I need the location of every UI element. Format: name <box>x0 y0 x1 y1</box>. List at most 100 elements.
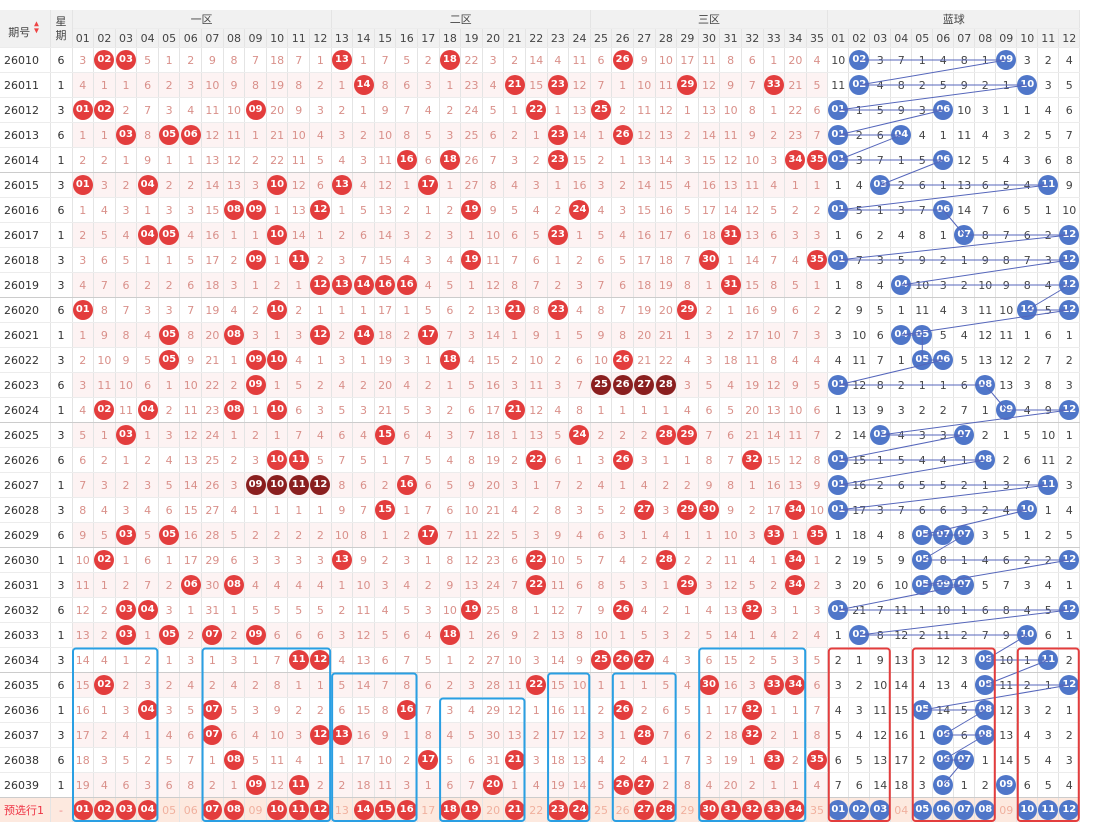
red-miss-cell: 4 <box>287 747 311 773</box>
blue-miss-cell: 3 <box>1037 72 1060 98</box>
preselect-blue-option[interactable]: 04 <box>890 797 913 822</box>
preselect-red-ball[interactable]: 04 <box>136 797 159 822</box>
blue-ball[interactable]: 07 <box>954 800 974 820</box>
preselect-red-ball[interactable]: 23 <box>547 797 570 822</box>
red-miss-cell: 1 <box>179 597 203 623</box>
blue-ball[interactable]: 11 <box>1038 800 1058 820</box>
red-hit-cell: 20 <box>482 772 505 798</box>
red-ball[interactable]: 16 <box>396 800 417 820</box>
preselect-red-ball[interactable]: 11 <box>287 797 311 822</box>
preselect-red-option[interactable]: 22 <box>525 797 548 822</box>
preselect-red-ball[interactable]: 15 <box>374 797 397 822</box>
period-header[interactable]: 期号 ▲▼ <box>0 10 51 48</box>
preselect-red-ball[interactable]: 30 <box>698 797 721 822</box>
preselect-red-ball[interactable]: 10 <box>266 797 289 822</box>
red-ball[interactable]: 11 <box>288 800 309 820</box>
blue-ball[interactable]: 03 <box>870 800 890 820</box>
red-ball[interactable]: 21 <box>504 800 525 820</box>
preselect-blue-ball[interactable]: 05 <box>911 797 934 822</box>
preselect-red-option[interactable]: 13 <box>331 797 354 822</box>
blue-ball[interactable]: 05 <box>912 800 932 820</box>
blue-ball[interactable]: 10 <box>1017 800 1037 820</box>
preselect-red-option[interactable]: 29 <box>676 797 699 822</box>
red-ball[interactable]: 18 <box>439 800 460 820</box>
red-ball: 12 <box>310 650 331 670</box>
sort-arrows-icon[interactable]: ▲▼ <box>33 19 41 34</box>
red-ball[interactable]: 32 <box>742 800 763 820</box>
blue-ball[interactable]: 02 <box>849 800 869 820</box>
red-ball[interactable]: 31 <box>720 800 741 820</box>
preselect-blue-ball[interactable]: 06 <box>932 797 955 822</box>
red-ball[interactable]: 01 <box>72 800 93 820</box>
preselect-blue-ball[interactable]: 07 <box>953 797 976 822</box>
red-ball[interactable]: 12 <box>310 800 331 820</box>
blue-hit-cell: 10 <box>1016 72 1039 98</box>
preselect-blue-ball[interactable]: 12 <box>1058 797 1081 822</box>
preselect-red-option[interactable]: 26 <box>611 797 634 822</box>
preselect-blue-ball[interactable]: 08 <box>974 797 997 822</box>
preselect-blue-ball[interactable]: 01 <box>827 797 850 822</box>
red-ball[interactable]: 23 <box>547 800 568 820</box>
red-ball[interactable]: 30 <box>699 800 719 820</box>
preselect-red-option[interactable]: 35 <box>806 797 829 822</box>
red-ball[interactable]: 14 <box>353 800 374 820</box>
red-ball[interactable]: 24 <box>569 800 590 820</box>
preselect-red-ball[interactable]: 07 <box>201 797 224 822</box>
red-miss-cell: 12 <box>655 97 678 123</box>
preselect-red-ball[interactable]: 33 <box>763 797 786 822</box>
preselect-red-ball[interactable]: 21 <box>503 797 526 822</box>
preselect-red-ball[interactable]: 24 <box>568 797 591 822</box>
blue-ball[interactable]: 08 <box>975 800 995 820</box>
blue-miss-cell: 16 <box>890 722 913 748</box>
preselect-blue-ball[interactable]: 10 <box>1016 797 1039 822</box>
blue-miss-cell: 15 <box>848 447 871 473</box>
red-miss-cell: 2 <box>115 97 138 123</box>
red-ball[interactable]: 27 <box>634 800 655 820</box>
red-ball[interactable]: 02 <box>94 800 115 820</box>
red-ball[interactable]: 07 <box>202 800 223 820</box>
preselect-red-ball[interactable]: 31 <box>719 797 742 822</box>
preselect-red-option[interactable]: 17 <box>417 797 440 822</box>
red-ball[interactable]: 08 <box>223 800 244 820</box>
red-ball[interactable]: 15 <box>375 800 395 820</box>
red-ball: 14 <box>353 75 374 95</box>
blue-ball[interactable]: 01 <box>828 800 848 820</box>
preselect-red-ball[interactable]: 14 <box>352 797 375 822</box>
red-ball[interactable]: 19 <box>461 800 482 820</box>
preselect-red-option[interactable]: 20 <box>482 797 505 822</box>
preselect-red-ball[interactable]: 02 <box>93 797 116 822</box>
red-ball[interactable]: 03 <box>115 800 136 820</box>
preselect-red-ball[interactable]: 16 <box>395 797 418 822</box>
red-miss-cell: 18 <box>352 772 375 798</box>
preselect-red-ball[interactable]: 08 <box>223 797 246 822</box>
preselect-red-ball[interactable]: 19 <box>460 797 483 822</box>
red-ball[interactable]: 04 <box>137 800 158 820</box>
red-ball: 13 <box>331 550 352 570</box>
red-miss-cell: 20 <box>633 322 656 348</box>
preselect-blue-ball[interactable]: 11 <box>1037 797 1060 822</box>
preselect-red-ball[interactable]: 03 <box>115 797 138 822</box>
preselect-red-ball[interactable]: 27 <box>633 797 656 822</box>
preselect-red-ball[interactable]: 28 <box>655 797 678 822</box>
blue-ball[interactable]: 06 <box>933 800 953 820</box>
preselect-row[interactable]: 预选行1-01 02 03 04 05 06 07 08 09 10 11 12 13 14 15 16 17 1… <box>0 797 1081 822</box>
preselect-blue-ball[interactable]: 02 <box>848 797 871 822</box>
red-ball[interactable]: 34 <box>785 800 806 820</box>
preselect-red-ball[interactable]: 18 <box>439 797 462 822</box>
preselect-red-option[interactable]: 09 <box>244 797 267 822</box>
preselect-red-ball[interactable]: 34 <box>784 797 807 822</box>
table-row: 26015 3 01 3 2 04 2 2 14 13 3 10 12 6 13 4 12 1 17 1 27 8 4 3 1 1… <box>0 172 1081 198</box>
red-ball[interactable]: 28 <box>655 800 676 820</box>
blue-ball[interactable]: 12 <box>1059 800 1079 820</box>
preselect-red-ball[interactable]: 32 <box>741 797 764 822</box>
preselect-red-option[interactable]: 05 <box>158 797 181 822</box>
preselect-red-option[interactable]: 25 <box>590 797 613 822</box>
preselect-red-ball[interactable]: 12 <box>309 797 332 822</box>
red-ball[interactable]: 33 <box>763 800 784 820</box>
preselect-red-option[interactable]: 06 <box>179 797 203 822</box>
preselect-blue-ball[interactable]: 03 <box>869 797 892 822</box>
blue-miss-cell: 3 <box>1016 572 1039 598</box>
preselect-red-ball[interactable]: 01 <box>72 797 95 822</box>
red-ball[interactable]: 10 <box>267 800 287 820</box>
preselect-blue-option[interactable]: 09 <box>995 797 1018 822</box>
